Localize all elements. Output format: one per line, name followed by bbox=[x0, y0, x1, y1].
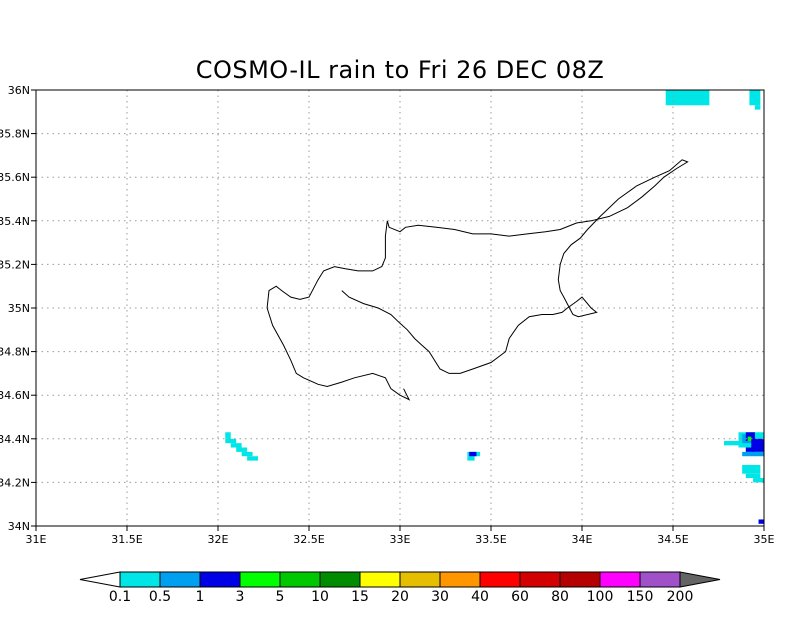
x-tick-label: 35E bbox=[754, 533, 775, 546]
colorbar-label: 20 bbox=[391, 589, 409, 605]
rain-cell bbox=[747, 436, 752, 441]
colorbar-swatch bbox=[559, 571, 601, 588]
y-tick-label: 34.8N bbox=[0, 346, 30, 359]
cyprus-coastline bbox=[266, 159, 689, 401]
x-tick-label: 34E bbox=[572, 533, 593, 546]
y-tick-label: 34.6N bbox=[0, 389, 30, 402]
rain-cell bbox=[236, 447, 248, 452]
y-tick-label: 35N bbox=[8, 302, 30, 315]
rain-cell bbox=[753, 478, 764, 483]
rain-cell bbox=[742, 451, 764, 457]
colorbar-swatch bbox=[639, 571, 681, 588]
colorbar-swatch bbox=[599, 571, 641, 588]
colorbar-label: 10 bbox=[311, 589, 329, 605]
x-tick-label: 33.5E bbox=[475, 533, 506, 546]
colorbar-swatch bbox=[479, 571, 521, 588]
colorbar-label: 0.5 bbox=[149, 589, 171, 605]
x-tick-label: 31.5E bbox=[111, 533, 142, 546]
rain-cell bbox=[225, 438, 237, 444]
colorbar: 0.1 0.5 1 3 5 10 15 20 30 40 60 80 100 150 200 bbox=[79, 571, 721, 605]
colorbar-swatch bbox=[159, 571, 201, 588]
colorbar-label: 80 bbox=[551, 589, 569, 605]
x-tick-label: 31E bbox=[26, 533, 47, 546]
colorbar-swatch bbox=[239, 571, 281, 588]
map-title: COSMO-IL rain to Fri 26 DEC 08Z bbox=[195, 56, 605, 84]
rain-cell bbox=[754, 105, 761, 110]
y-tick-label: 35.4N bbox=[0, 215, 30, 228]
rain-cell bbox=[225, 432, 231, 439]
rain-cells bbox=[225, 90, 764, 524]
colorbar-label: 200 bbox=[667, 589, 694, 605]
rain-cell bbox=[723, 440, 739, 446]
x-tick-label: 34.5E bbox=[657, 533, 688, 546]
x-tick-label: 33E bbox=[390, 533, 411, 546]
colorbar-high-triangle bbox=[679, 571, 721, 588]
colorbar-swatch bbox=[279, 571, 321, 588]
x-tick-label: 32E bbox=[208, 533, 229, 546]
rain-cell bbox=[247, 456, 259, 461]
colorbar-swatch bbox=[519, 571, 561, 588]
rain-cell bbox=[758, 519, 764, 524]
rain-cell bbox=[230, 443, 242, 448]
y-tick-label: 36N bbox=[8, 84, 30, 97]
x-tick-label: 32.5E bbox=[293, 533, 324, 546]
colorbar-low-triangle bbox=[79, 571, 121, 588]
rain-cell bbox=[742, 464, 761, 474]
colorbar-label: 15 bbox=[351, 589, 369, 605]
y-tick-label: 35.8N bbox=[0, 128, 30, 141]
colorbar-swatch bbox=[439, 571, 481, 588]
colorbar-label: 60 bbox=[511, 589, 529, 605]
rain-cell bbox=[469, 451, 477, 457]
colorbar-label: 30 bbox=[431, 589, 449, 605]
rain-cell bbox=[749, 90, 761, 106]
rain-cell bbox=[745, 473, 761, 479]
colorbar-swatch bbox=[399, 571, 441, 588]
y-tick-label: 35.6N bbox=[0, 171, 30, 184]
colorbar-label: 1 bbox=[196, 589, 205, 605]
x-axis-ticks: 31E 31.5E 32E 32.5E 33E 33.5E 34E 34.5E 35E bbox=[26, 526, 775, 546]
rain-cell bbox=[665, 90, 710, 106]
colorbar-swatch bbox=[319, 571, 361, 588]
colorbar-swatch bbox=[359, 571, 401, 588]
colorbar-label: 100 bbox=[587, 589, 614, 605]
y-tick-label: 34N bbox=[8, 520, 30, 533]
colorbar-label: 150 bbox=[627, 589, 654, 605]
rain-cell bbox=[241, 451, 253, 457]
colorbar-label: 0.1 bbox=[109, 589, 131, 605]
rain-cell bbox=[467, 456, 475, 461]
gridlines bbox=[36, 90, 764, 526]
rain-cell bbox=[745, 447, 755, 452]
y-axis-ticks: 34N 34.2N 34.4N 34.6N 34.8N 35N 35.2N 35.4N 35.6… bbox=[0, 84, 36, 533]
colorbar-label: 5 bbox=[276, 589, 285, 605]
y-tick-label: 34.2N bbox=[0, 476, 30, 489]
colorbar-swatch bbox=[119, 571, 161, 588]
y-tick-label: 35.2N bbox=[0, 258, 30, 271]
colorbar-swatch bbox=[199, 571, 241, 588]
colorbar-label: 3 bbox=[236, 589, 245, 605]
colorbar-label: 40 bbox=[471, 589, 489, 605]
y-tick-label: 34.4N bbox=[0, 433, 30, 446]
